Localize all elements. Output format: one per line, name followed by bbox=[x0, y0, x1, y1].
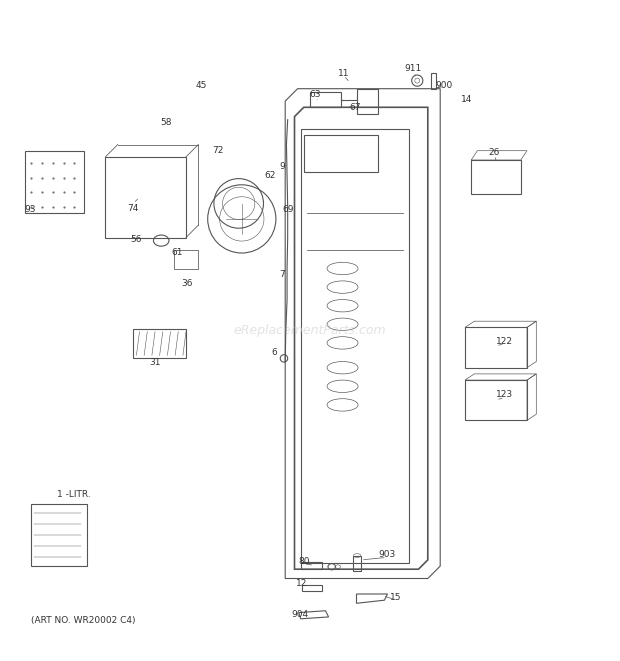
Bar bbox=[301, 129, 409, 563]
Text: (ART NO. WR20002 C4): (ART NO. WR20002 C4) bbox=[31, 616, 136, 625]
Text: 93: 93 bbox=[24, 205, 35, 214]
Bar bbox=[25, 151, 84, 213]
Text: 58: 58 bbox=[161, 118, 172, 127]
Text: 900: 900 bbox=[435, 81, 453, 90]
Bar bbox=[174, 250, 198, 268]
Bar bbox=[465, 327, 527, 368]
Text: 911: 911 bbox=[404, 64, 422, 73]
Text: 7: 7 bbox=[279, 270, 285, 279]
Text: eReplacementParts.com: eReplacementParts.com bbox=[234, 324, 386, 337]
Bar bbox=[471, 160, 521, 194]
Bar bbox=[310, 92, 341, 107]
Text: 15: 15 bbox=[390, 593, 401, 602]
Bar bbox=[302, 585, 322, 591]
Text: 61: 61 bbox=[171, 248, 182, 257]
Text: 14: 14 bbox=[461, 95, 472, 104]
Text: 63: 63 bbox=[309, 91, 321, 99]
Bar bbox=[353, 555, 361, 571]
Text: 72: 72 bbox=[213, 146, 224, 155]
Text: 123: 123 bbox=[496, 391, 513, 399]
Text: 1 -LITR.: 1 -LITR. bbox=[57, 490, 91, 499]
Bar bbox=[465, 380, 527, 420]
Text: 69: 69 bbox=[282, 205, 293, 214]
Text: 26: 26 bbox=[489, 148, 500, 157]
Text: 903: 903 bbox=[378, 551, 396, 559]
Bar bbox=[133, 329, 186, 358]
Text: 6: 6 bbox=[271, 348, 277, 357]
Text: 74: 74 bbox=[128, 204, 139, 214]
Bar bbox=[301, 562, 322, 569]
Text: 45: 45 bbox=[196, 81, 207, 90]
Bar bbox=[304, 136, 378, 173]
Bar bbox=[431, 73, 436, 89]
Text: 62: 62 bbox=[264, 171, 275, 180]
Bar bbox=[356, 89, 378, 114]
Text: 36: 36 bbox=[182, 280, 193, 288]
Text: 67: 67 bbox=[350, 103, 361, 112]
Text: 31: 31 bbox=[149, 358, 161, 368]
Text: 11: 11 bbox=[338, 69, 349, 78]
Text: 56: 56 bbox=[131, 235, 142, 245]
Text: 12: 12 bbox=[296, 579, 308, 588]
Text: 9: 9 bbox=[279, 162, 285, 171]
Text: 904: 904 bbox=[291, 610, 309, 619]
Text: 80: 80 bbox=[298, 557, 309, 566]
Bar bbox=[31, 504, 87, 566]
Bar bbox=[105, 157, 186, 237]
Text: 122: 122 bbox=[496, 336, 513, 346]
